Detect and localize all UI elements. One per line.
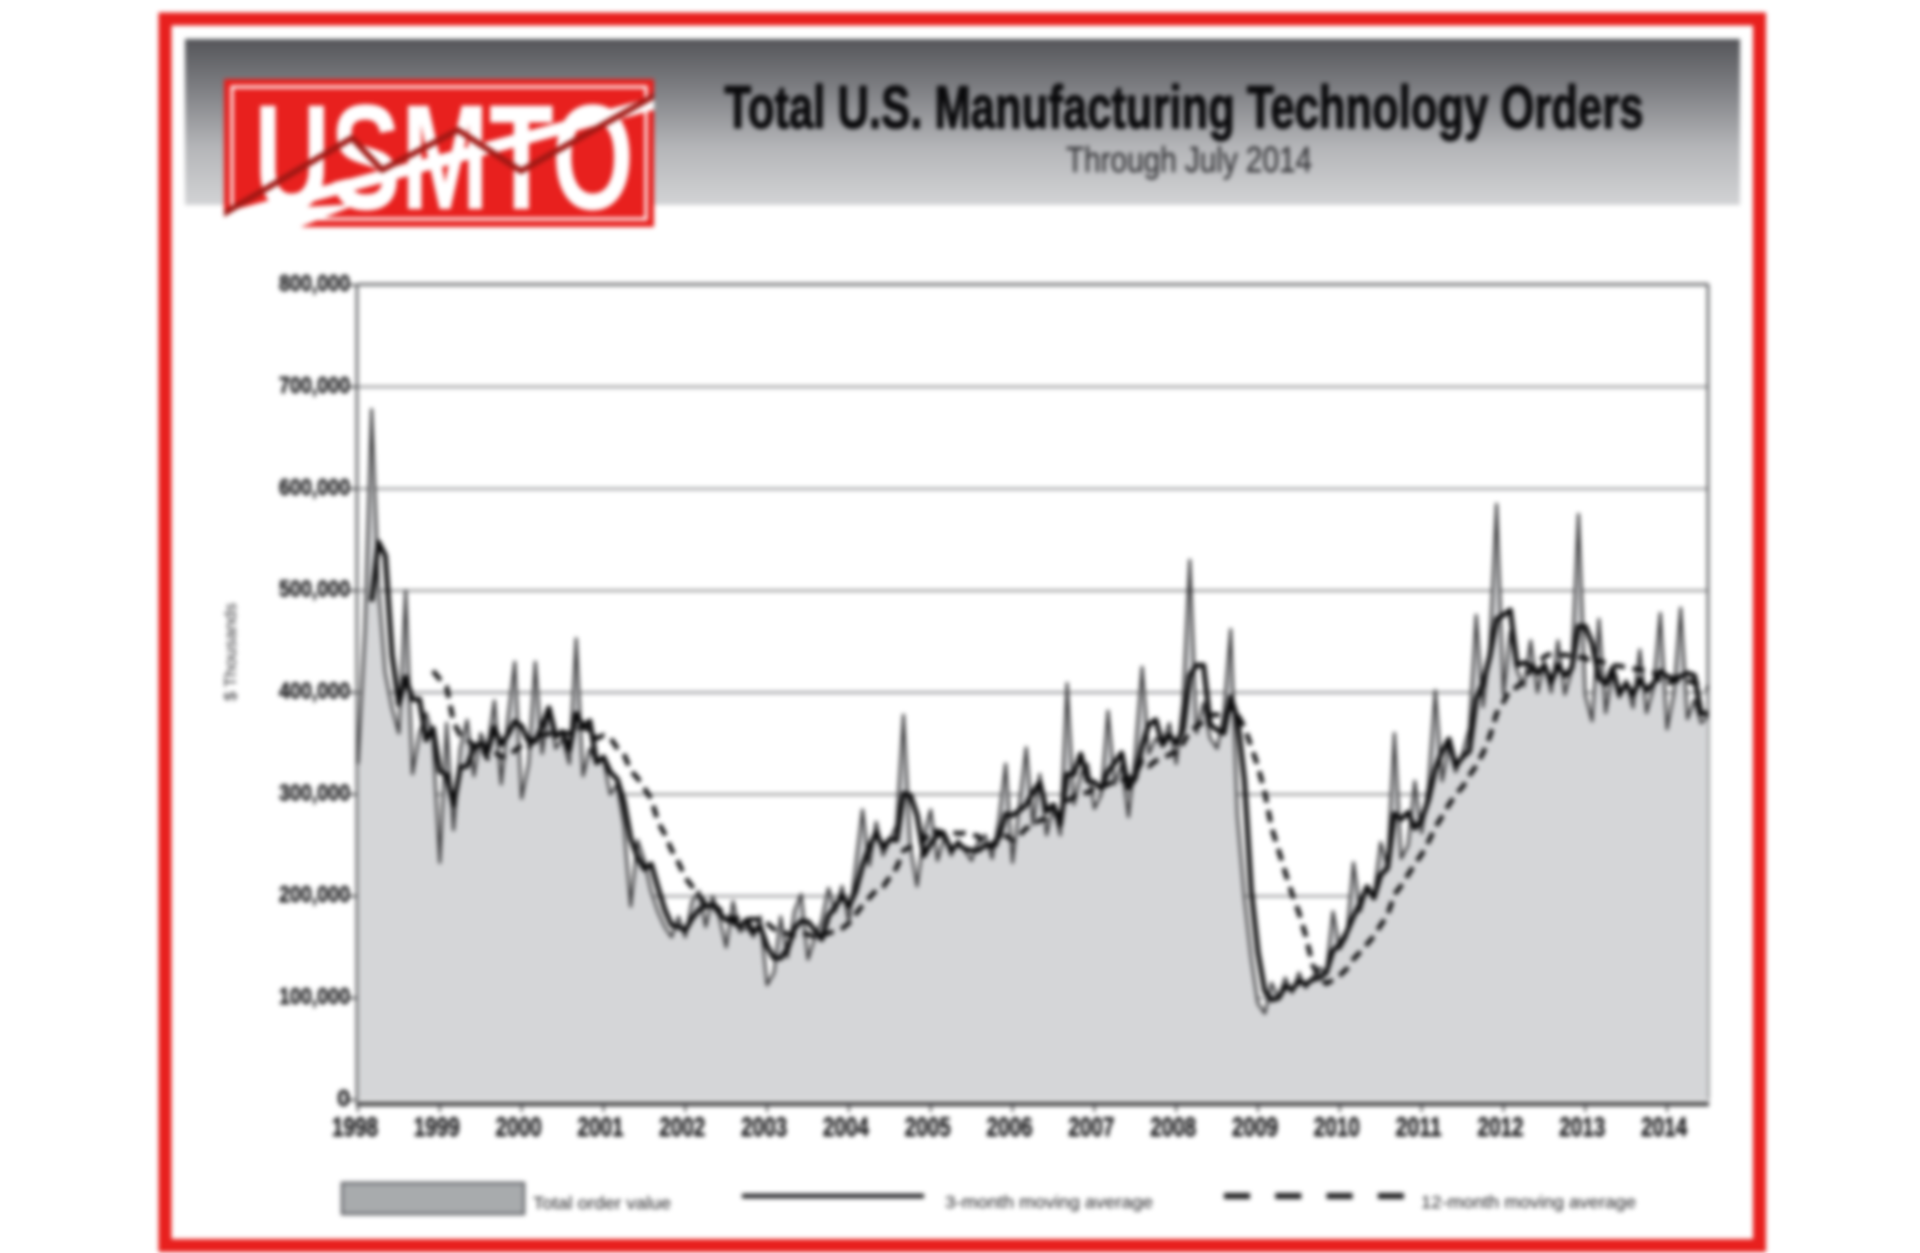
svg-text:400,000: 400,000 bbox=[279, 678, 350, 704]
svg-text:300,000: 300,000 bbox=[279, 779, 350, 805]
svg-text:2004: 2004 bbox=[823, 1112, 869, 1142]
svg-text:800,000: 800,000 bbox=[279, 270, 350, 296]
svg-text:12-month moving average: 12-month moving average bbox=[1421, 1192, 1636, 1212]
svg-text:Through July 2014: Through July 2014 bbox=[1066, 139, 1312, 180]
svg-text:2013: 2013 bbox=[1559, 1112, 1605, 1142]
svg-text:2003: 2003 bbox=[741, 1112, 787, 1142]
svg-text:2005: 2005 bbox=[905, 1112, 951, 1142]
svg-text:1998: 1998 bbox=[332, 1112, 378, 1142]
svg-text:3-month moving average: 3-month moving average bbox=[945, 1192, 1153, 1212]
svg-text:600,000: 600,000 bbox=[279, 474, 350, 500]
svg-text:700,000: 700,000 bbox=[279, 372, 350, 398]
svg-text:Total U.S. Manufacturing Techn: Total U.S. Manufacturing Technology Orde… bbox=[725, 74, 1644, 141]
svg-text:2009: 2009 bbox=[1232, 1112, 1278, 1142]
svg-text:2008: 2008 bbox=[1150, 1112, 1196, 1142]
svg-text:500,000: 500,000 bbox=[279, 576, 350, 602]
svg-text:2002: 2002 bbox=[659, 1112, 705, 1142]
svg-text:2007: 2007 bbox=[1068, 1112, 1114, 1142]
svg-text:2000: 2000 bbox=[496, 1112, 542, 1142]
svg-text:100,000: 100,000 bbox=[279, 983, 350, 1009]
svg-text:2011: 2011 bbox=[1396, 1112, 1442, 1142]
svg-text:Total order value: Total order value bbox=[533, 1193, 671, 1213]
svg-text:0: 0 bbox=[337, 1085, 350, 1111]
svg-text:2001: 2001 bbox=[578, 1112, 624, 1142]
svg-text:2012: 2012 bbox=[1478, 1112, 1524, 1142]
svg-text:2014: 2014 bbox=[1641, 1112, 1687, 1142]
svg-text:$ Thousands: $ Thousands bbox=[221, 603, 240, 701]
svg-text:200,000: 200,000 bbox=[279, 881, 350, 907]
svg-text:2010: 2010 bbox=[1314, 1112, 1360, 1142]
svg-text:2006: 2006 bbox=[987, 1112, 1033, 1142]
svg-text:1999: 1999 bbox=[414, 1112, 460, 1142]
